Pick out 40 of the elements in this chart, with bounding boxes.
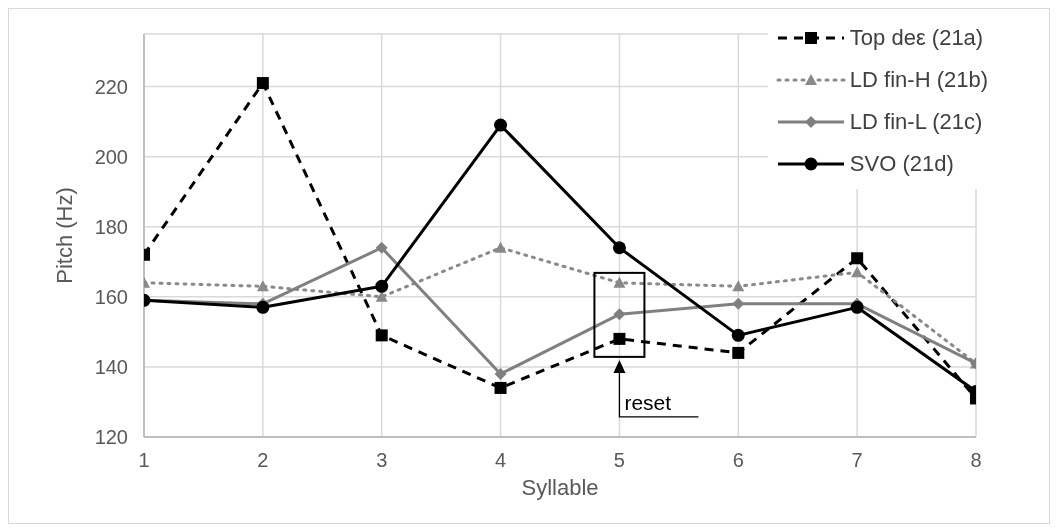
y-tick-label: 200 — [94, 145, 128, 168]
y-tick-label: 180 — [94, 215, 128, 238]
x-tick-label: 1 — [138, 449, 150, 472]
y-tick-label: 160 — [94, 285, 128, 308]
point — [731, 328, 745, 342]
point — [256, 300, 270, 314]
point — [851, 252, 864, 265]
y-tick-label: 140 — [94, 356, 128, 379]
legend-label: Top deε (21a) — [849, 25, 984, 51]
point — [613, 308, 626, 321]
point — [850, 300, 864, 314]
x-tick-label: 3 — [376, 449, 388, 472]
x-tick-label: 4 — [495, 449, 507, 472]
point — [494, 381, 507, 394]
point — [256, 77, 269, 90]
point — [613, 332, 626, 345]
x-tick-label: 7 — [851, 449, 863, 472]
legend-label: LD fin-L (21c) — [849, 109, 983, 135]
y-tick-label: 220 — [94, 75, 128, 98]
point — [256, 280, 269, 292]
point — [494, 367, 507, 380]
point — [612, 241, 626, 255]
point — [732, 346, 745, 359]
legend-label: SVO (21d) — [849, 151, 954, 177]
point — [494, 241, 507, 253]
point — [613, 276, 626, 288]
point — [732, 280, 745, 292]
x-tick-label: 5 — [613, 449, 625, 472]
annotation: reset — [624, 390, 672, 414]
y-axis-title: Pitch (Hz) — [51, 187, 77, 284]
point — [375, 329, 388, 342]
point — [375, 241, 388, 254]
y-tick-label: 120 — [94, 426, 128, 449]
x-axis-title: Syllable — [521, 475, 599, 500]
legend-label: LD fin-H (21b) — [849, 67, 988, 93]
point — [494, 118, 508, 132]
x-tick-label: 8 — [970, 449, 982, 472]
x-tick-label: 6 — [732, 449, 744, 472]
x-tick-label: 2 — [257, 449, 269, 472]
point — [375, 279, 389, 293]
